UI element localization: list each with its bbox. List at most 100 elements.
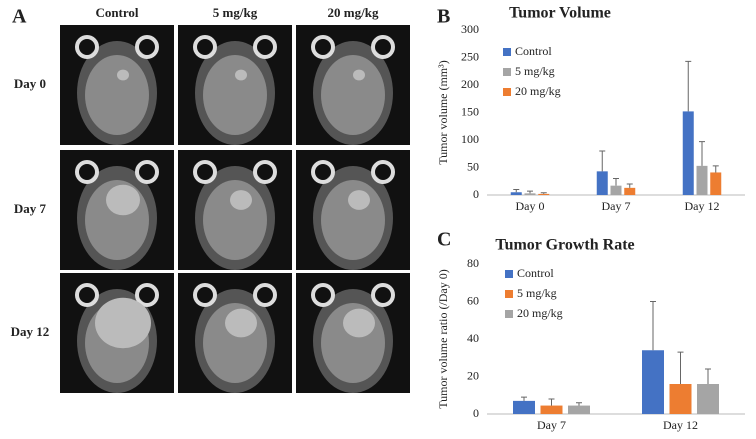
row-label: Day 12 — [11, 324, 50, 339]
mri-tumor — [117, 69, 129, 81]
mri-tumor — [343, 308, 375, 338]
legend-marker — [503, 68, 511, 76]
mri-eye — [75, 283, 99, 307]
mri-eye — [253, 160, 277, 184]
mri-brain — [321, 55, 385, 135]
error-bar — [650, 301, 656, 351]
mri-eye — [253, 35, 277, 59]
y-tick-label: 20 — [467, 368, 479, 382]
legend-label: 5 mg/kg — [517, 286, 557, 300]
y-tick-label: 80 — [467, 256, 479, 270]
panel-label: B — [437, 6, 450, 28]
chart-title: Tumor Volume — [509, 5, 611, 22]
mri-eye — [75, 160, 99, 184]
mri-eye — [135, 160, 159, 184]
y-tick-label: 200 — [461, 77, 479, 91]
x-tick-label: Day 7 — [602, 199, 631, 213]
bar — [682, 111, 694, 195]
y-tick-label: 0 — [473, 187, 479, 201]
y-axis-label: Tumor volume ratio (/Day 0) — [436, 269, 450, 409]
bar — [568, 405, 590, 414]
legend-label: 20 mg/kg — [517, 306, 563, 320]
mri-eye — [193, 283, 217, 307]
mri-eye — [75, 35, 99, 59]
error-bar — [705, 368, 711, 384]
mri-tumor — [353, 69, 365, 81]
panel-label: C — [437, 229, 451, 251]
mri-tumor — [95, 297, 151, 349]
legend-label: 20 mg/kg — [515, 84, 561, 98]
bar — [538, 193, 550, 195]
error-bar — [677, 351, 684, 384]
column-header: Control — [95, 5, 138, 20]
mri-tumor — [225, 308, 257, 338]
error-bar — [576, 402, 582, 406]
bar — [642, 350, 664, 414]
mri-eye — [253, 283, 277, 307]
mri-eye — [311, 283, 335, 307]
y-tick-label: 150 — [461, 104, 479, 118]
legend-marker — [505, 290, 513, 298]
error-bar — [712, 165, 719, 173]
chart-title: Tumor Growth Rate — [495, 237, 634, 254]
error-bar — [527, 190, 533, 194]
bar — [624, 187, 636, 195]
y-tick-label: 100 — [461, 132, 479, 146]
y-tick-label: 60 — [467, 293, 479, 307]
legend-marker — [505, 270, 513, 278]
error-bar — [613, 178, 619, 186]
y-axis-label: Tumor volume (mm³) — [436, 60, 450, 165]
mri-eye — [371, 35, 395, 59]
bar — [696, 165, 708, 195]
error-bar — [699, 141, 705, 166]
bar — [669, 384, 692, 414]
mri-eye — [193, 35, 217, 59]
mri-brain — [85, 55, 149, 135]
legend-label: Control — [515, 44, 552, 58]
legend-marker — [503, 48, 511, 56]
bar — [513, 400, 535, 414]
mri-eye — [371, 160, 395, 184]
mri-eye — [311, 160, 335, 184]
mri-tumor — [348, 190, 370, 210]
mri-tumor — [235, 69, 247, 81]
bar — [710, 172, 722, 195]
x-tick-label: Day 0 — [516, 199, 545, 213]
legend-label: Control — [517, 266, 554, 280]
x-tick-label: Day 12 — [685, 199, 720, 213]
mri-eye — [135, 283, 159, 307]
mri-tumor — [230, 190, 252, 210]
bar — [510, 192, 522, 195]
mri-eye — [193, 160, 217, 184]
column-header: 5 mg/kg — [213, 5, 258, 20]
bar — [524, 193, 536, 195]
legend-marker — [503, 88, 511, 96]
mri-brain — [203, 55, 267, 135]
y-tick-label: 0 — [473, 406, 479, 420]
row-label: Day 0 — [14, 76, 46, 91]
y-tick-label: 250 — [461, 49, 479, 63]
row-label: Day 7 — [14, 201, 47, 216]
y-tick-label: 40 — [467, 331, 479, 345]
x-tick-label: Day 12 — [663, 418, 698, 432]
error-bar — [540, 192, 547, 194]
bar — [540, 405, 563, 414]
bar — [596, 171, 608, 195]
column-header: 20 mg/kg — [328, 5, 379, 20]
legend-marker — [505, 310, 513, 318]
legend-label: 5 mg/kg — [515, 64, 555, 78]
mri-eye — [371, 283, 395, 307]
mri-eye — [311, 35, 335, 59]
error-bar — [521, 396, 527, 401]
x-tick-label: Day 7 — [537, 418, 566, 432]
bar — [610, 185, 622, 195]
error-bar — [685, 60, 692, 112]
mri-tumor — [106, 184, 140, 216]
panel-label: A — [12, 6, 27, 28]
error-bar — [548, 398, 555, 406]
error-bar — [626, 183, 633, 188]
error-bar — [599, 150, 606, 172]
bar — [697, 384, 719, 414]
y-tick-label: 50 — [467, 159, 479, 173]
